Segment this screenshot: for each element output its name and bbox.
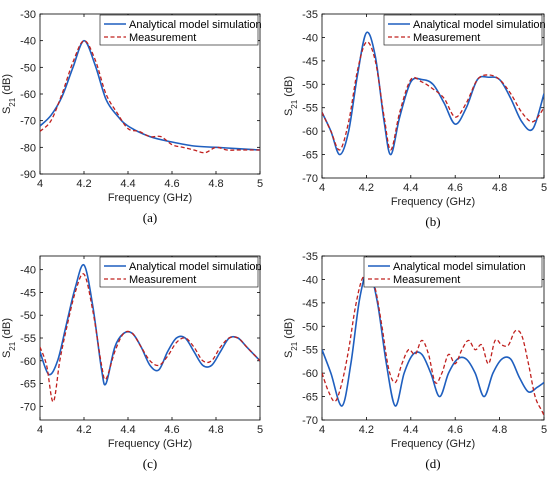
x-tick-label: 4 <box>319 182 325 194</box>
measurement-line <box>40 273 260 403</box>
panel-label: (c) <box>143 456 157 471</box>
legend-label: Analytical model simulation <box>129 261 262 273</box>
series-group <box>40 264 260 403</box>
y-tick-label: -55 <box>20 333 36 345</box>
y-tick-label: -60 <box>20 89 36 101</box>
y-tick-label: -45 <box>20 287 36 299</box>
y-tick-label: -50 <box>302 79 318 91</box>
y-tick-label: -70 <box>20 401 36 413</box>
y-tick-label: -70 <box>302 415 318 427</box>
legend-label: Measurement <box>393 274 460 286</box>
x-tick-label: 4.2 <box>359 182 374 194</box>
series-group <box>322 269 544 416</box>
analytical-line <box>40 264 260 386</box>
y-tick-label: -80 <box>20 142 36 154</box>
y-tick-label: -60 <box>302 126 318 138</box>
chart-panel: 4 4.2 4.4 4.6 4.8 5 -35 -40 -45 -50 -55 -60 -65 -70 Fr… <box>283 9 547 229</box>
x-tick-label: 4.4 <box>403 182 418 194</box>
y-tick-label: -70 <box>20 116 36 128</box>
y-tick-label: -40 <box>20 36 36 48</box>
y-tick-label: -40 <box>302 32 318 44</box>
x-tick-label: 5 <box>257 178 263 190</box>
y-tick-label: -45 <box>302 298 318 310</box>
y-axis-title: S21 (dB) <box>283 318 299 358</box>
legend-label: Analytical model simulation <box>129 19 262 31</box>
x-axis-title: Frequency (GHz) <box>108 438 192 450</box>
legend-box <box>99 14 259 46</box>
y-tick-label: -50 <box>20 62 36 74</box>
x-tick-label: 4.4 <box>120 178 135 190</box>
legend-label: Measurement <box>129 32 196 44</box>
x-tick-label: 4.8 <box>208 178 223 190</box>
x-tick-label: 4.4 <box>403 424 418 436</box>
x-tick-label: 4 <box>37 424 43 436</box>
x-tick-label: 5 <box>541 182 547 194</box>
x-tick-label: 4.2 <box>359 424 374 436</box>
y-tick-label: -55 <box>302 103 318 115</box>
y-axis-title: S21 (dB) <box>283 76 299 116</box>
y-axis-title: S21 (dB) <box>1 74 17 114</box>
legend-label: Analytical model simulation <box>393 261 526 273</box>
y-tick-label: -35 <box>302 251 318 263</box>
analytical-line <box>322 269 544 407</box>
series-group <box>40 39 260 154</box>
panel-label: (d) <box>425 456 440 471</box>
analytical-line <box>40 39 260 151</box>
y-tick-label: -45 <box>302 56 318 68</box>
x-tick-label: 4.6 <box>448 424 463 436</box>
legend-label: Analytical model simulation <box>413 19 546 31</box>
x-tick-label: 4 <box>37 178 43 190</box>
y-tick-label: -35 <box>302 9 318 21</box>
y-tick-label: -30 <box>20 9 36 21</box>
chart-panel: 4 4.2 4.4 4.6 4.8 5 -35 -40 -45 -50 -55 -60 -65 -70 Fr… <box>283 251 547 471</box>
series-group <box>322 31 544 156</box>
y-axis-title: S21 (dB) <box>1 318 17 358</box>
x-tick-label: 4.6 <box>448 182 463 194</box>
measurement-line <box>322 273 544 416</box>
legend-box <box>383 14 543 46</box>
chart-panel: 4 4.2 4.4 4.6 4.8 5 -40 -45 -50 -55 -60 -65 -70 Frequ… <box>1 255 263 471</box>
x-tick-label: 4.2 <box>76 178 91 190</box>
y-tick-label: -65 <box>302 150 318 162</box>
measurement-line <box>40 40 260 154</box>
panel-label: (a) <box>143 210 157 225</box>
x-tick-label: 4 <box>319 424 325 436</box>
legend-label: Measurement <box>413 32 480 44</box>
y-tick-label: -90 <box>20 169 36 181</box>
y-tick-label: -40 <box>20 265 36 277</box>
x-tick-label: 4.6 <box>164 424 179 436</box>
x-tick-label: 5 <box>541 424 547 436</box>
y-tick-label: -65 <box>302 392 318 404</box>
chart-panel: 4 4.2 4.4 4.6 4.8 5 -30 -40 -50 -60 -70 -80 -90 Frequ… <box>1 9 263 225</box>
measurement-line <box>322 41 544 151</box>
y-tick-label: -55 <box>302 345 318 357</box>
chart-panels: 4 4.2 4.4 4.6 4.8 5 -30 -40 -50 -60 -70 -80 -90 Frequ… <box>1 9 547 471</box>
x-tick-label: 4.8 <box>492 424 507 436</box>
x-axis-title: Frequency (GHz) <box>391 196 475 208</box>
x-axis-title: Frequency (GHz) <box>391 438 475 450</box>
x-tick-label: 4.8 <box>208 424 223 436</box>
y-tick-label: -60 <box>20 356 36 368</box>
y-tick-label: -50 <box>302 321 318 333</box>
x-tick-label: 4.2 <box>76 424 91 436</box>
y-tick-label: -70 <box>302 173 318 185</box>
legend-label: Measurement <box>129 274 196 286</box>
legend-box <box>99 256 259 288</box>
y-tick-label: -65 <box>20 379 36 391</box>
x-tick-label: 4.6 <box>164 178 179 190</box>
y-tick-label: -60 <box>302 368 318 380</box>
y-tick-label: -40 <box>302 274 318 286</box>
x-tick-label: 4.4 <box>120 424 135 436</box>
panel-label: (b) <box>425 214 440 229</box>
y-tick-label: -50 <box>20 310 36 322</box>
x-axis-title: Frequency (GHz) <box>108 192 192 204</box>
legend-box <box>363 256 543 288</box>
x-tick-label: 5 <box>257 424 263 436</box>
x-tick-label: 4.8 <box>492 182 507 194</box>
